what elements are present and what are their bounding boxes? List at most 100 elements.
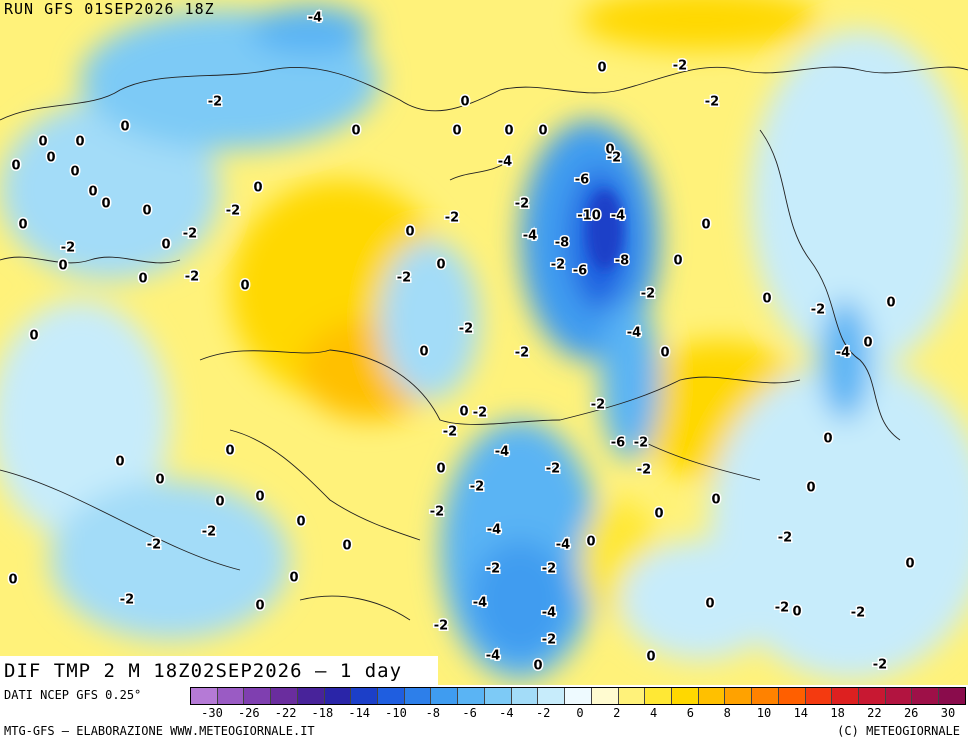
svg-text:0: 0 xyxy=(138,272,147,287)
contour-label: -4 xyxy=(609,207,626,225)
svg-text:-4: -4 xyxy=(486,649,500,664)
svg-text:0: 0 xyxy=(255,599,264,614)
svg-text:0: 0 xyxy=(225,444,234,459)
contour-label: 0 xyxy=(458,403,470,421)
contour-label: 0 xyxy=(288,569,300,587)
svg-text:-2: -2 xyxy=(120,593,134,608)
svg-text:0: 0 xyxy=(436,258,445,273)
svg-text:0: 0 xyxy=(705,597,714,612)
svg-text:0: 0 xyxy=(597,61,606,76)
contour-labels: -4 -2 0 -2 -2 0 0 0 0 0 0 0 0 0 -2 0 -4 0 0 -6 0 0 0 -2 -2 0 -10 -4… xyxy=(7,9,916,675)
svg-text:-2: -2 xyxy=(705,95,719,110)
svg-text:0: 0 xyxy=(58,259,67,274)
scale-cell xyxy=(805,688,833,704)
svg-text:0: 0 xyxy=(711,493,720,508)
scale-tick-label: -26 xyxy=(237,706,260,720)
contour-label: 0 xyxy=(137,270,149,288)
contour-label: -2 xyxy=(457,320,474,338)
svg-text:0: 0 xyxy=(101,197,110,212)
svg-text:0: 0 xyxy=(538,124,547,139)
contour-label: 0 xyxy=(862,334,874,352)
contour-label: -2 xyxy=(809,301,826,319)
contour-label: 0 xyxy=(160,236,172,254)
svg-text:-2: -2 xyxy=(551,258,565,273)
scale-tick-label: -6 xyxy=(462,706,477,720)
scale-cell xyxy=(858,688,886,704)
svg-text:-2: -2 xyxy=(637,463,651,478)
scale-cell xyxy=(511,688,539,704)
svg-text:-2: -2 xyxy=(445,211,459,226)
svg-text:-2: -2 xyxy=(430,505,444,520)
contour-label: -2 xyxy=(471,404,488,422)
contour-label: 0 xyxy=(341,537,353,555)
scale-tick-label: 0 xyxy=(576,706,584,720)
scale-tick-label: 18 xyxy=(830,706,845,720)
svg-text:-2: -2 xyxy=(546,462,560,477)
contour-label: 0 xyxy=(710,491,722,509)
svg-text:0: 0 xyxy=(8,573,17,588)
svg-text:-6: -6 xyxy=(611,436,625,451)
svg-text:0: 0 xyxy=(289,571,298,586)
contour-label: -2 xyxy=(200,523,217,541)
color-field xyxy=(0,0,968,680)
contour-label: 0 xyxy=(537,122,549,140)
contour-label: 0 xyxy=(141,202,153,220)
contour-label: 0 xyxy=(672,252,684,270)
svg-text:0: 0 xyxy=(155,473,164,488)
contour-label: -2 xyxy=(773,599,790,617)
contour-label: 0 xyxy=(224,442,236,460)
contour-label: -2 xyxy=(549,256,566,274)
contour-label: -6 xyxy=(573,171,590,189)
credit-left: MTG-GFS — ELABORAZIONE WWW.METEOGIORNALE… xyxy=(4,724,315,738)
contour-label: -2 xyxy=(145,536,162,554)
contour-label: 0 xyxy=(254,597,266,615)
contour-label: 0 xyxy=(404,223,416,241)
data-source-label: DATI NCEP GFS 0.25° xyxy=(4,688,142,702)
contour-label: 0 xyxy=(700,216,712,234)
contour-label: 0 xyxy=(451,122,463,140)
scale-cell xyxy=(271,688,298,704)
svg-text:0: 0 xyxy=(115,455,124,470)
scale-tick-label: 2 xyxy=(613,706,621,720)
svg-text:-4: -4 xyxy=(836,346,850,361)
svg-text:0: 0 xyxy=(660,346,669,361)
contour-label: 0 xyxy=(10,157,22,175)
svg-text:-2: -2 xyxy=(202,525,216,540)
svg-text:-2: -2 xyxy=(775,601,789,616)
contour-label: -2 xyxy=(605,149,622,167)
contour-label: -2 xyxy=(849,604,866,622)
scale-cell xyxy=(538,688,566,704)
svg-text:0: 0 xyxy=(533,659,542,674)
svg-text:-2: -2 xyxy=(515,346,529,361)
svg-text:0: 0 xyxy=(452,124,461,139)
contour-label: 0 xyxy=(17,216,29,234)
svg-text:-2: -2 xyxy=(183,227,197,242)
contour-label: 0 xyxy=(28,327,40,345)
scale-cell xyxy=(671,688,699,704)
contour-label: 0 xyxy=(604,141,616,159)
svg-text:-2: -2 xyxy=(470,480,484,495)
scale-cell xyxy=(404,688,432,704)
contour-label: 0 xyxy=(659,344,671,362)
color-scale-bar xyxy=(190,687,966,705)
contour-label: 0 xyxy=(74,133,86,151)
svg-text:0: 0 xyxy=(586,535,595,550)
contour-label: -6 xyxy=(609,434,626,452)
contour-label: 0 xyxy=(295,513,307,531)
contour-label: -4 xyxy=(485,521,502,539)
scale-cell xyxy=(832,688,859,704)
cold-core xyxy=(587,190,623,270)
contour-label: -2 xyxy=(776,529,793,547)
svg-text:-4: -4 xyxy=(308,11,322,26)
contour-label: 0 xyxy=(87,183,99,201)
svg-text:0: 0 xyxy=(18,218,27,233)
contour-label: 0 xyxy=(100,195,112,213)
svg-text:-2: -2 xyxy=(208,95,222,110)
field-label: DIF TMP 2 M 18Z02SEP2026 — 1 day xyxy=(0,656,438,686)
contour-label: 0 xyxy=(239,277,251,295)
svg-text:-2: -2 xyxy=(397,271,411,286)
contour-label: -4 xyxy=(554,536,571,554)
svg-text:-2: -2 xyxy=(61,241,75,256)
svg-text:-4: -4 xyxy=(487,523,501,538)
scale-tick-label: -10 xyxy=(385,706,407,720)
